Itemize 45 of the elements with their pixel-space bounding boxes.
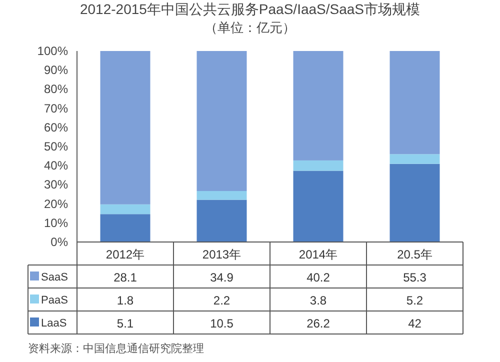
legend-label: SaaS [41, 272, 68, 284]
x-tick-label: 2012年 [106, 248, 145, 262]
text: 34.9 [210, 270, 234, 284]
bar [390, 51, 440, 154]
bar [390, 154, 440, 164]
text: 42 [408, 316, 422, 330]
y-tick-label: 0% [50, 235, 68, 249]
chart-title: 2012-2015年中国公共云服务PaaS/IaaS/SaaS市场规模 [80, 1, 420, 17]
legend-label: LaaS [41, 318, 67, 330]
x-tick-label: 2014年 [298, 248, 338, 262]
bar [100, 51, 150, 204]
bar [196, 200, 247, 242]
y-tick-label: 80% [44, 82, 68, 96]
y-tick-label: 40% [44, 158, 68, 173]
bar [196, 191, 247, 200]
y-tick-label: 70% [44, 101, 68, 116]
text: 5.2 [406, 294, 424, 308]
y-tick-label: 50% [44, 140, 68, 154]
bar [293, 160, 344, 171]
y-tick-label: 60% [44, 120, 68, 134]
x-tick-label: 2013年 [202, 248, 242, 262]
bar [100, 214, 150, 242]
y-tick-label: 10% [44, 216, 68, 230]
text: 40.2 [306, 270, 330, 284]
bar [293, 170, 344, 242]
text: 26.2 [306, 316, 330, 330]
text: 1.8 [116, 294, 134, 308]
bar [390, 164, 440, 242]
bar [100, 204, 150, 214]
text: 5.1 [116, 316, 134, 330]
y-tick-label: 30% [44, 178, 68, 192]
bar [293, 51, 344, 160]
bar [196, 51, 247, 192]
y-tick-label: 90% [44, 63, 68, 78]
y-tick-label: 100% [37, 44, 68, 58]
text: 55.3 [403, 270, 427, 284]
text: 3.8 [310, 294, 327, 308]
text: 10.5 [210, 316, 234, 330]
y-tick-label: 20% [44, 196, 68, 211]
x-tick-label: 20.5年 [397, 248, 432, 262]
text: 资料来源：中国信息通信研究院整理 [28, 342, 204, 355]
chart-subtitle: （单位：亿元） [204, 20, 296, 35]
text: 28.1 [114, 270, 138, 284]
legend-label: PaaS [41, 294, 68, 306]
text: 2.2 [213, 294, 230, 308]
